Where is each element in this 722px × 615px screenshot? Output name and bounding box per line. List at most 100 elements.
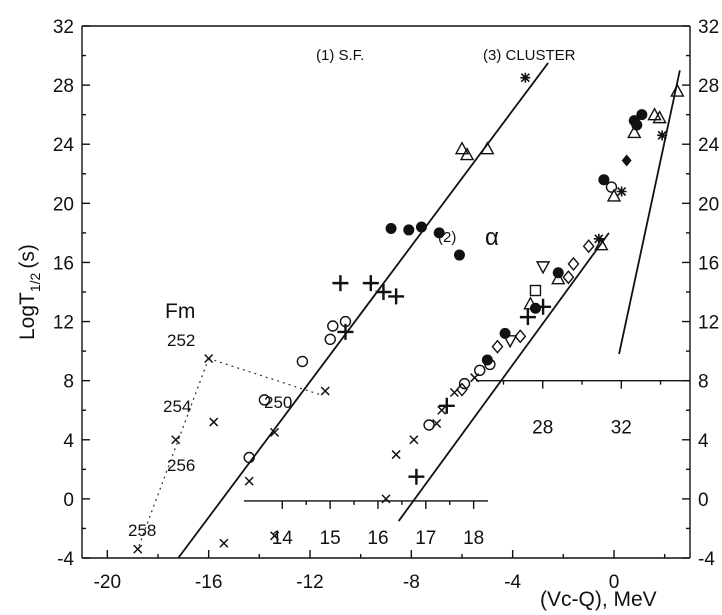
fm-guide-252-258 [137,358,210,550]
data-point-sf-triangle [454,141,470,155]
data-point-alpha-diamond [491,339,504,354]
y-tick-label-left: 32 [53,17,74,38]
alpha-symbol-label: α [485,224,499,251]
data-point-fm-cross [171,435,181,445]
data-point-sf-filled [385,222,397,234]
data-point-alpha-invtri [502,335,518,349]
x-tick-label: 0 [609,572,620,593]
y-tick-label-left: 4 [63,431,74,452]
data-point-alpha-cross [391,450,401,460]
fit-line-sf [177,62,549,559]
y-tick-label-left: 12 [53,313,74,334]
data-point-sf-circle [324,333,336,345]
alpha-number-label: (2) [438,229,456,246]
tick-labels: -4 -4 0 0 4 4 8 8 12 12 16 16 20 20 24 24 28 28 32 32 -20 -16… [53,17,720,593]
data-point-alpha-circle [484,358,496,371]
axes [81,25,691,559]
x-tick-label: -4 [504,572,521,593]
inset-cluster-tick-label: 28 [532,418,553,439]
data-point-alpha-circle [423,419,435,431]
isotope-label-250: 250 [264,393,292,412]
y-tick-label-left: 20 [53,194,74,215]
data-point-fm-cross [133,544,143,554]
data-point-cluster-circle [605,181,618,193]
data-point-fm-cross [270,427,280,437]
x-tick-label: -8 [403,572,420,593]
data-point-sf-plus [388,288,405,305]
data-point-cluster-square [529,284,542,297]
y-axis-title: LogT1/2 (s) [16,244,43,340]
data-point-fm-cross [244,476,254,486]
y-tick-label-right: 4 [698,431,709,452]
data-point-alpha-circle [458,377,471,390]
data-point-sf-filled [415,221,427,233]
y-tick-label-left: 0 [63,490,74,511]
y-tick-label-right: -4 [698,549,715,570]
y-tick-label-right: 16 [698,253,719,274]
data-point-sf-filled [403,224,415,236]
y-tick-label-right: 32 [698,17,719,38]
data-point-alpha-cross [449,387,459,398]
isotope-label-254: 254 [163,397,191,416]
data-point-cluster-invtri [535,261,551,275]
fit-line-cluster [618,70,681,355]
data-point-sf-circle [243,451,255,464]
data-point-sf-circle [258,394,271,406]
data-point-sf-circle [327,320,339,332]
y-tick-label-right: 28 [698,76,719,97]
y-tick-label-left: 16 [53,253,74,274]
data-point-fm-cross [209,417,219,427]
data-point-cluster-triangle [606,188,622,202]
data-point-alpha-asterisk [593,233,604,244]
inset-cluster-tick-label: 32 [611,418,632,439]
isotope-label-258: 258 [128,521,156,540]
x-tick-label: -20 [94,572,121,593]
data-point-cluster-diamond [567,256,580,272]
data-point-cluster-asterisk [657,130,668,141]
data-point-alpha-plus [519,309,536,326]
fit-line-alpha [397,232,610,522]
axis-titles: (Vc-Q), MeV LogT1/2 (s) [16,244,657,611]
inset-alpha-tick-label: 17 [415,528,436,549]
isotope-label-256: 256 [167,456,195,475]
data-point-fm-cross [320,386,330,396]
data-point-alpha-plus [438,397,455,414]
annotations: (1) S.F. (3) CLUSTER (2) α Fm 252 254 25… [128,47,576,540]
x-tick-label: -12 [296,572,323,593]
data-point-alpha-plus [535,298,552,315]
data-point-cluster-diamond [562,270,575,285]
data-point-sf-triangle [480,141,495,155]
fit-lines [137,62,681,559]
data-point-cluster-triangle [652,110,667,124]
data-point-sf-circle [296,355,309,368]
y-tick-label-right: 24 [698,135,720,156]
data-point-fm-cross [204,353,214,364]
inset-alpha-tick-label: 18 [463,528,484,549]
y-tick-label-right: 20 [698,194,719,215]
data-point-fm-cross [270,531,280,541]
data-points [133,72,685,554]
data-point-alpha-cross [437,405,447,415]
data-point-sf-plus [375,284,392,300]
data-point-cluster-diamond [582,239,595,254]
data-point-alpha-plus [408,468,425,485]
data-point-alpha-triangle [551,271,566,285]
data-point-cluster-filleddiamond [621,154,632,167]
data-point-sf-filled [453,249,465,261]
y-tick-label-left: -4 [57,549,74,570]
y-axis-title-subscript: 1/2 [27,272,43,292]
x-axis-title: (Vc-Q), MeV [540,588,657,611]
sf-label: (1) S.F. [316,47,364,64]
data-point-cluster-filled [598,174,610,186]
y-tick-label-right: 0 [698,490,709,511]
data-point-alpha-triangle [594,237,609,251]
data-point-sf-triangle [459,147,475,161]
inset-alpha-tick-label: 15 [320,528,341,549]
data-point-cluster-triangle [670,83,685,97]
data-point-sf-asterisk [520,72,531,83]
data-point-cluster-filled [636,109,648,121]
data-point-alpha-cross [409,435,419,445]
fm-label: Fm [165,300,195,323]
data-point-cluster-diamond [514,329,527,344]
cluster-label: (3) CLUSTER [483,47,576,64]
